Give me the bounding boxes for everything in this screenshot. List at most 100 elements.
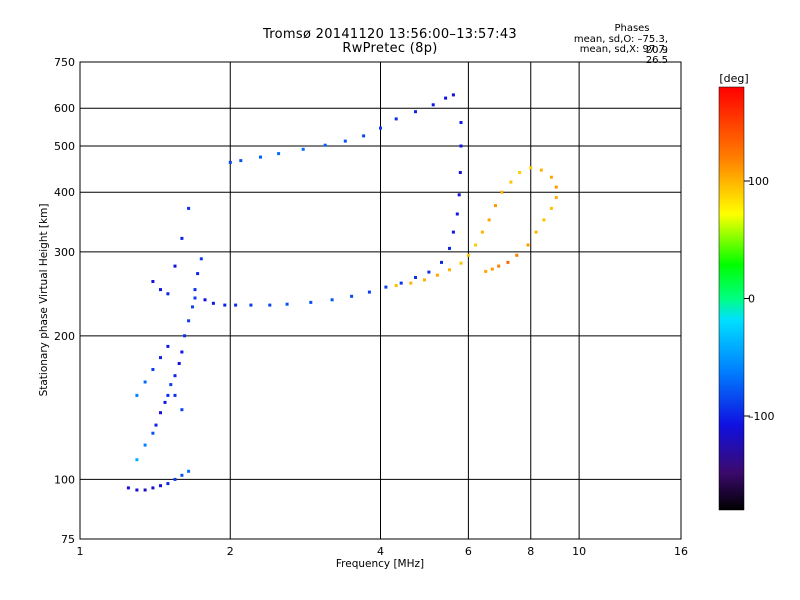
x-tick-label: 10 <box>572 545 586 558</box>
echo-point <box>277 152 281 156</box>
echo-point <box>163 400 167 404</box>
echo-point <box>159 288 162 292</box>
echo-point <box>384 285 388 289</box>
x-tick-label: 6 <box>465 545 472 558</box>
echo-point <box>427 270 431 274</box>
chart-title: Tromsø 20141120 13:56:00–13:57:43 <box>262 27 518 42</box>
echo-point <box>223 303 227 307</box>
echo-point <box>187 319 191 323</box>
echo-point <box>159 484 162 488</box>
echo-point <box>455 212 459 216</box>
echo-point <box>448 246 451 250</box>
echo-point <box>330 298 334 302</box>
chart-subtitle: RwPretec (8p) <box>342 41 438 56</box>
echo-point <box>234 303 238 307</box>
echo-point <box>166 344 170 348</box>
echo-points <box>126 93 558 492</box>
echo-point <box>394 117 398 121</box>
y-tick-label: 500 <box>54 140 75 153</box>
x-axis-ticks: 1 2 4 6 8 10 16 <box>77 545 689 558</box>
echo-point <box>259 155 262 159</box>
echo-point <box>143 488 147 492</box>
echo-point <box>211 301 215 305</box>
echo-point <box>173 264 177 268</box>
echo-point <box>457 193 461 197</box>
colorbar <box>718 86 745 511</box>
echo-point <box>399 281 403 285</box>
echo-point <box>166 482 170 486</box>
y-tick-label: 100 <box>54 473 75 486</box>
echo-point <box>135 458 139 462</box>
echo-point <box>515 253 519 257</box>
colorbar-tick-label: 0 <box>748 293 755 306</box>
echo-point <box>187 469 191 473</box>
echo-point <box>166 393 170 397</box>
echo-point <box>343 139 347 143</box>
x-axis-label: Frequency [MHz] <box>336 558 424 570</box>
echo-point <box>143 380 147 384</box>
echo-point <box>534 230 538 234</box>
echo-point <box>285 302 289 306</box>
echo-point <box>193 288 197 292</box>
echo-point <box>203 298 207 302</box>
echo-point <box>187 206 191 210</box>
echo-point <box>159 356 162 360</box>
colorbar-label: [deg] <box>719 72 748 85</box>
echo-point <box>228 160 232 164</box>
echo-point <box>484 269 488 273</box>
x-tick-label: 8 <box>527 545 534 558</box>
echo-point <box>529 166 533 170</box>
echo-point <box>480 230 484 234</box>
y-tick-label: 75 <box>61 533 75 546</box>
echo-point <box>554 196 558 199</box>
echo-point <box>239 159 243 163</box>
echo-point <box>539 168 543 172</box>
echo-point <box>440 260 443 264</box>
y-tick-label: 400 <box>54 186 75 199</box>
grid-lines <box>80 62 681 539</box>
echo-point <box>509 180 513 184</box>
y-tick-label: 300 <box>54 246 75 259</box>
echo-point <box>451 230 455 234</box>
echo-point <box>448 268 451 272</box>
echo-point <box>309 300 313 304</box>
echo-point <box>459 144 463 148</box>
echo-point <box>180 473 184 477</box>
echo-point <box>414 276 417 279</box>
echo-point <box>549 206 553 210</box>
echo-point <box>466 253 470 257</box>
y-axis-label: Stationary phase Virtual Height [km] <box>38 204 50 397</box>
echo-point <box>497 264 501 268</box>
echo-point <box>487 218 491 222</box>
echo-point <box>166 292 170 296</box>
echo-point <box>154 423 158 427</box>
echo-point <box>169 383 173 387</box>
colorbar-ticks: 100 0 –100 <box>744 175 775 423</box>
y-tick-label: 200 <box>54 330 75 343</box>
phases-x-mode-stats: mean, sd,X: 97.7, 26.5 <box>579 44 668 66</box>
echo-point <box>542 218 546 222</box>
echo-point <box>554 185 558 189</box>
colorbar-tick-label: 100 <box>748 175 769 188</box>
echo-point <box>173 477 177 481</box>
echo-point <box>367 290 371 294</box>
y-axis-ticks: 75 100 200 300 400 500 600 750 <box>54 56 75 546</box>
echo-point <box>435 273 439 277</box>
echo-point <box>459 261 463 265</box>
echo-point <box>431 103 435 107</box>
echo-point <box>199 257 203 261</box>
echo-point <box>180 408 184 412</box>
echo-point <box>249 303 253 307</box>
echo-point <box>323 143 327 147</box>
echo-point <box>459 121 463 124</box>
echo-point <box>444 96 448 100</box>
echo-point <box>414 110 417 114</box>
echo-point <box>193 296 197 300</box>
echo-point <box>135 393 139 397</box>
echo-point <box>490 267 494 271</box>
echo-point <box>151 368 155 371</box>
echo-point <box>474 243 477 247</box>
echo-point <box>379 126 382 130</box>
echo-point <box>526 243 530 247</box>
